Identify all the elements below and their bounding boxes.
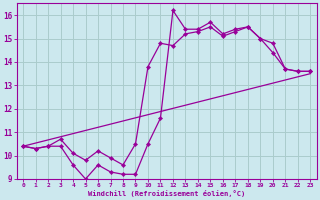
X-axis label: Windchill (Refroidissement éolien,°C): Windchill (Refroidissement éolien,°C) [88, 190, 245, 197]
